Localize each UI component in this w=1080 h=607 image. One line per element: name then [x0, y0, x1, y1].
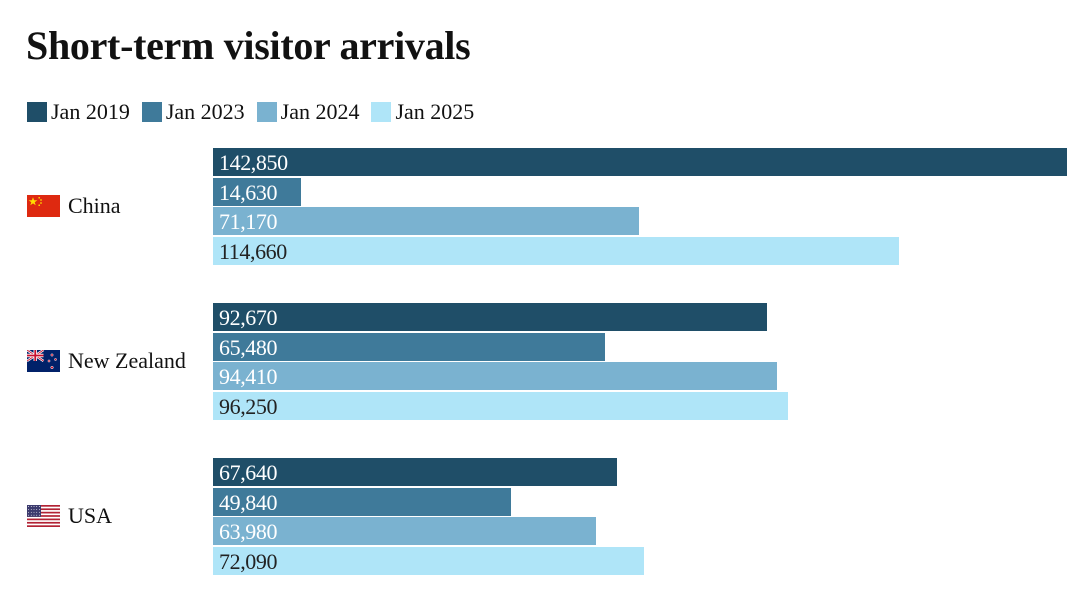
data-label: 72,090 [219, 548, 278, 574]
category-label: China [27, 191, 121, 221]
legend-swatch [256, 102, 277, 122]
legend-label: Jan 2019 [51, 99, 130, 124]
category-name: China [68, 193, 121, 219]
data-label: 67,640 [219, 460, 278, 485]
bar [213, 303, 767, 331]
category-label: USA [27, 501, 112, 531]
data-label: 94,410 [219, 364, 278, 390]
data-label: 142,850 [219, 150, 288, 175]
data-label: 14,630 [219, 179, 278, 205]
china-flag-icon [27, 195, 60, 218]
legend-item-jan-2024: Jan 2024 [256, 99, 360, 125]
data-label: 114,660 [219, 238, 287, 264]
new-zealand-flag-icon [27, 350, 60, 373]
legend-label: Jan 2025 [395, 99, 475, 124]
bar [213, 487, 511, 516]
data-label: 65,480 [219, 334, 278, 360]
chart-title: Short-term visitor arrivals [26, 23, 471, 68]
data-label: 49,840 [219, 489, 278, 515]
legend-swatch [371, 102, 392, 122]
legend-swatch [27, 102, 47, 122]
category-name: USA [68, 503, 113, 529]
legend-item-jan-2019: Jan 2019 [27, 99, 130, 125]
bar [213, 546, 644, 575]
bar [213, 362, 778, 391]
legend-label: Jan 2024 [280, 99, 360, 124]
bar [213, 391, 789, 420]
data-label: 63,980 [219, 519, 278, 545]
data-label: 71,170 [219, 209, 278, 235]
bar [213, 458, 618, 486]
category-name: New Zealand [68, 348, 186, 374]
usa-flag-icon [27, 505, 60, 528]
bar [213, 207, 639, 236]
data-label: 92,670 [219, 305, 278, 330]
legend: Jan 2019 Jan 2023 Jan 2024 Jan 2025 [27, 99, 486, 125]
legend-item-jan-2025: Jan 2025 [371, 99, 474, 125]
bar [213, 177, 301, 206]
data-label: 96,250 [219, 393, 278, 419]
category-label: New Zealand [27, 346, 186, 376]
bar [213, 236, 899, 265]
legend-swatch [141, 102, 162, 122]
legend-label: Jan 2023 [165, 99, 245, 124]
bar [213, 517, 596, 546]
bar [213, 148, 1067, 176]
legend-item-jan-2023: Jan 2023 [141, 99, 245, 125]
bar [213, 332, 605, 361]
